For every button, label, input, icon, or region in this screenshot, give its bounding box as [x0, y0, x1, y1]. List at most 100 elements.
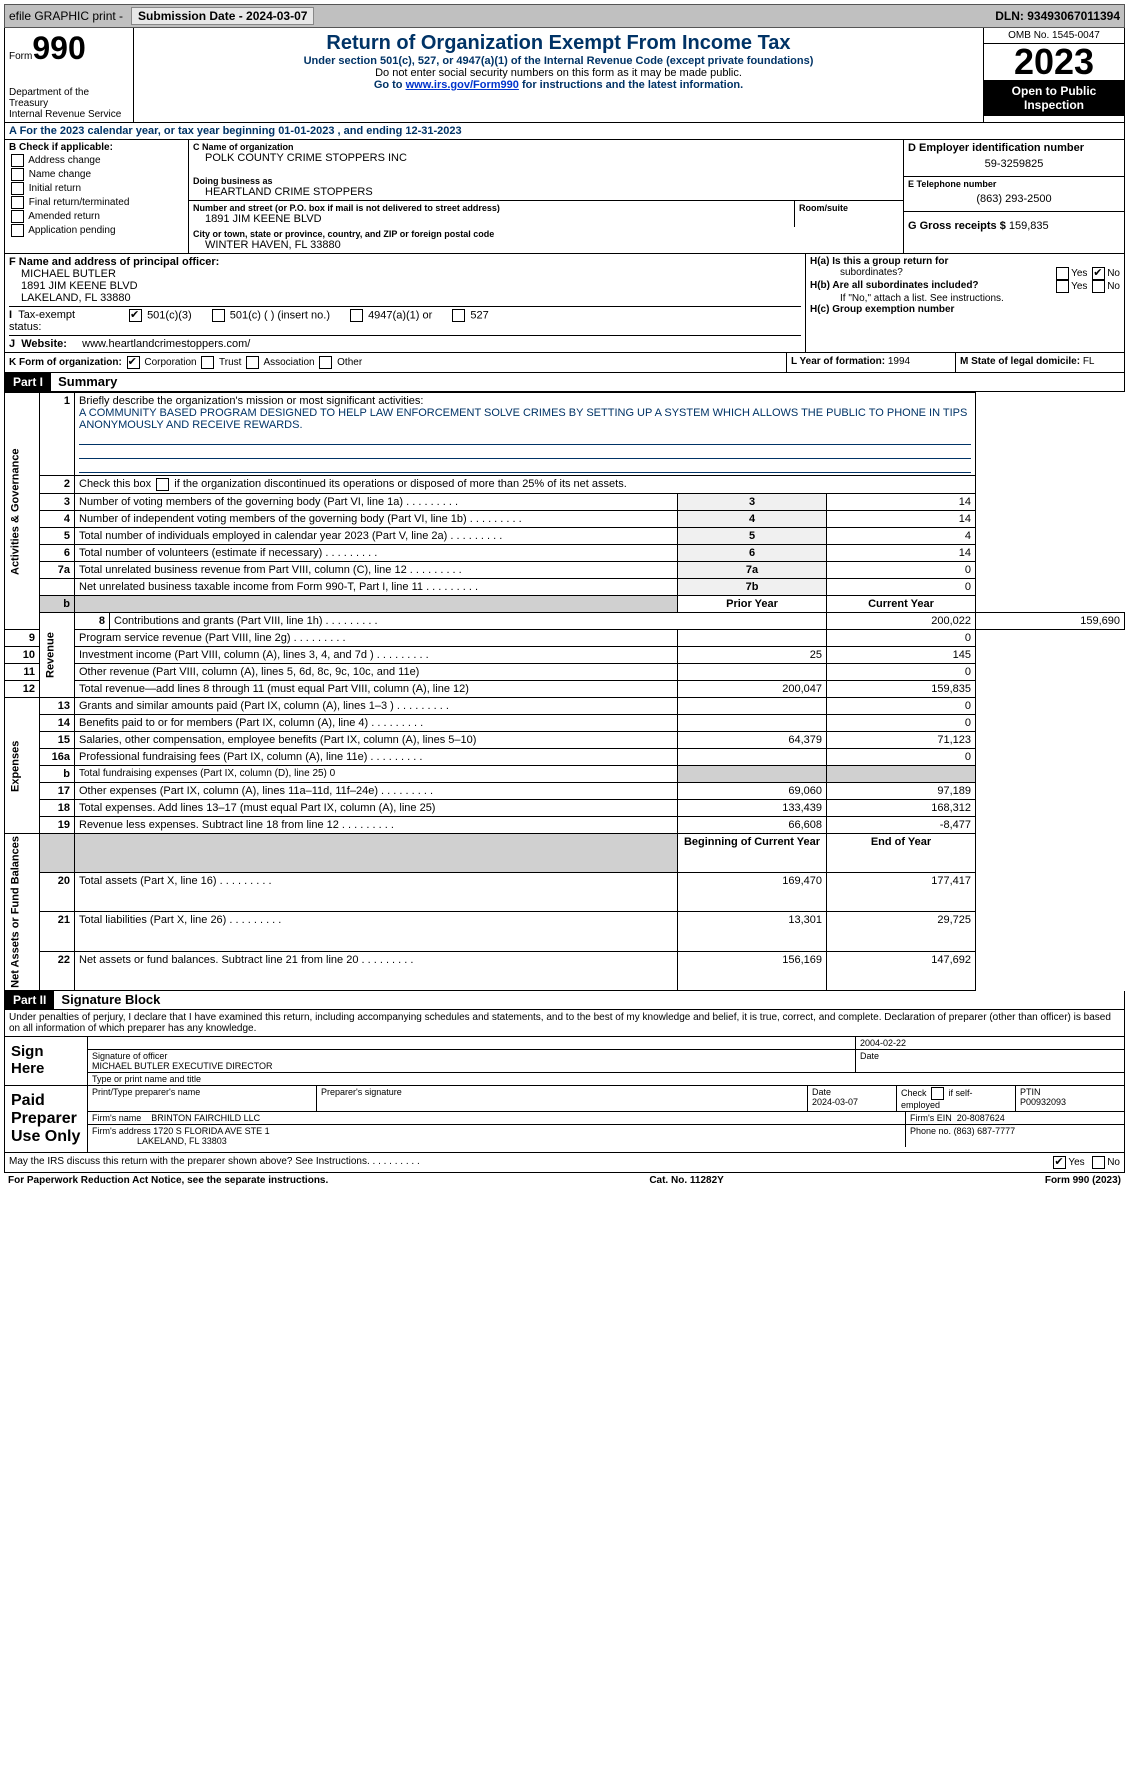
cb-address-change[interactable]: Address change [9, 154, 184, 167]
form-word: Form [9, 51, 32, 62]
tax-year: 2023 [984, 44, 1124, 80]
page-title: Return of Organization Exempt From Incom… [140, 32, 977, 55]
footer-left: For Paperwork Reduction Act Notice, see … [8, 1175, 328, 1186]
hb-label: H(b) Are all subordinates included? [810, 280, 979, 291]
submission-date-button[interactable]: Submission Date - 2024-03-07 [131, 7, 314, 25]
ein-value: 59-3259825 [908, 154, 1120, 174]
sign-here-label: Sign Here [5, 1037, 88, 1085]
cb-amended-return[interactable]: Amended return [9, 210, 184, 223]
section-b: B Check if applicable: Address change Na… [5, 140, 189, 253]
mission-text: A COMMUNITY BASED PROGRAM DESIGNED TO HE… [79, 407, 967, 431]
form-header: Form990 Department of the Treasury Inter… [4, 28, 1125, 123]
ssn-warning: Do not enter social security numbers on … [140, 67, 977, 79]
dba-label: Doing business as [193, 176, 899, 186]
officer-name-title: MICHAEL BUTLER EXECUTIVE DIRECTOR [92, 1061, 273, 1071]
officer-name: MICHAEL BUTLER [9, 268, 801, 280]
form-990-label: 990 [32, 30, 85, 66]
cb-initial-return[interactable]: Initial return [9, 182, 184, 195]
side-expenses: Expenses [5, 698, 40, 834]
ptin-value: P00932093 [1020, 1097, 1066, 1107]
gov-row-6: 6Total number of volunteers (estimate if… [5, 545, 1125, 562]
cb-hb-no[interactable] [1092, 280, 1105, 293]
footer-mid: Cat. No. 11282Y [649, 1175, 723, 1186]
cb-trust[interactable]: Trust [199, 357, 241, 368]
exp-row-19: 19Revenue less expenses. Subtract line 1… [5, 817, 1125, 834]
officer-sig-date: 2004-02-22 [856, 1037, 1124, 1049]
year-formation-value: 1994 [888, 356, 910, 367]
discuss-text: May the IRS discuss this return with the… [9, 1156, 420, 1169]
paid-preparer-block: Paid Preparer Use Only Print/Type prepar… [4, 1086, 1125, 1153]
irs-link[interactable]: www.irs.gov/Form990 [406, 79, 519, 91]
goto-suffix: for instructions and the latest informat… [519, 79, 743, 91]
line-2-text: Check this box if the organization disco… [79, 478, 627, 490]
ha-label: H(a) Is this a group return for [810, 256, 948, 267]
cb-name-change[interactable]: Name change [9, 168, 184, 181]
year-box: OMB No. 1545-0047 2023 Open to Public In… [983, 28, 1124, 122]
gov-row-4: 4Number of independent voting members of… [5, 511, 1125, 528]
exp-row-16a: 16aProfessional fundraising fees (Part I… [5, 749, 1125, 766]
irs-label: Internal Revenue Service [9, 109, 129, 120]
website-label: Website: [21, 338, 67, 350]
cb-501c3[interactable]: 501(c)(3) [127, 309, 192, 333]
officer-street: 1891 JIM KEENE BLVD [9, 280, 801, 292]
efile-label: efile GRAPHIC print - [9, 9, 123, 23]
cb-discuss-yes[interactable] [1053, 1156, 1066, 1169]
cb-corporation[interactable]: Corporation [125, 357, 197, 368]
exp-row-15: 15Salaries, other compensation, employee… [5, 732, 1125, 749]
gov-row-5: 5Total number of individuals employed in… [5, 528, 1125, 545]
cb-association[interactable]: Association [244, 357, 314, 368]
part-1-header: Part I Summary [4, 373, 1125, 392]
sig-officer-label: Signature of officer [92, 1051, 167, 1061]
hb-note: If "No," attach a list. See instructions… [810, 293, 1120, 304]
gov-row-3: 3Number of voting members of the governi… [5, 494, 1125, 511]
firm-addr: 1720 S FLORIDA AVE STE 1 [153, 1126, 269, 1136]
section-deg: D Employer identification number 59-3259… [903, 140, 1124, 253]
rev-row-12: 12Total revenue—add lines 8 through 11 (… [5, 681, 1125, 698]
part-1-badge: Part I [5, 373, 51, 391]
city-label: City or town, state or province, country… [193, 229, 899, 239]
line-2-num: 2 [40, 476, 75, 494]
page-footer: For Paperwork Reduction Act Notice, see … [4, 1173, 1125, 1188]
rev-row-9: 9Program service revenue (Part VIII, lin… [5, 630, 1125, 647]
cb-hb-yes[interactable] [1056, 280, 1069, 293]
cb-501c[interactable]: 501(c) ( ) (insert no.) [210, 309, 330, 333]
sign-here-block: Sign Here 2004-02-22 Signature of office… [4, 1037, 1125, 1086]
rev-row-10: 10Investment income (Part VIII, column (… [5, 647, 1125, 664]
cb-discontinued[interactable] [156, 478, 169, 491]
firm-ein: 20-8087624 [957, 1113, 1005, 1123]
phone-value: (863) 293-2500 [908, 189, 1120, 209]
gov-row-7a: 7aTotal unrelated business revenue from … [5, 562, 1125, 579]
ha-sub: subordinates? [810, 267, 903, 280]
exp-row-16b: bTotal fundraising expenses (Part IX, co… [5, 766, 1125, 783]
section-f: F Name and address of principal officer:… [5, 254, 806, 352]
rev-row-11: 11Other revenue (Part VIII, column (A), … [5, 664, 1125, 681]
city-value: WINTER HAVEN, FL 33880 [193, 239, 899, 251]
preparer-name-label: Print/Type preparer's name [88, 1086, 317, 1111]
part-2-badge: Part II [5, 991, 54, 1009]
cb-final-return[interactable]: Final return/terminated [9, 196, 184, 209]
cb-ha-no[interactable] [1092, 267, 1105, 280]
cb-other[interactable]: Other [317, 357, 362, 368]
exp-row-14: 14Benefits paid to or for members (Part … [5, 715, 1125, 732]
cb-discuss-no[interactable] [1092, 1156, 1105, 1169]
goto-prefix: Go to [374, 79, 406, 91]
top-toolbar: efile GRAPHIC print - Submission Date - … [4, 4, 1125, 28]
dba-name: HEARTLAND CRIME STOPPERS [193, 186, 899, 198]
cb-ha-yes[interactable] [1056, 267, 1069, 280]
cb-application-pending[interactable]: Application pending [9, 224, 184, 237]
firm-name-label: Firm's name [92, 1113, 141, 1123]
org-info-block: B Check if applicable: Address change Na… [4, 140, 1125, 254]
part-2-header: Part II Signature Block [4, 991, 1125, 1010]
section-c: C Name of organization POLK COUNTY CRIME… [189, 140, 903, 253]
street-label: Number and street (or P.O. box if mail i… [193, 203, 790, 213]
state-domicile-label: M State of legal domicile: [960, 356, 1080, 367]
year-formation-label: L Year of formation: [791, 356, 885, 367]
gross-receipts-label: G Gross receipts $ [908, 220, 1006, 232]
cb-527[interactable]: 527 [450, 309, 488, 333]
mission-label: Briefly describe the organization's miss… [79, 395, 423, 407]
side-governance: Activities & Governance [5, 393, 40, 630]
state-domicile-value: FL [1083, 356, 1095, 367]
cb-4947[interactable]: 4947(a)(1) or [348, 309, 432, 333]
firm-phone: (863) 687-7777 [954, 1126, 1016, 1136]
self-employed-check[interactable]: Check if self-employed [897, 1086, 1016, 1111]
